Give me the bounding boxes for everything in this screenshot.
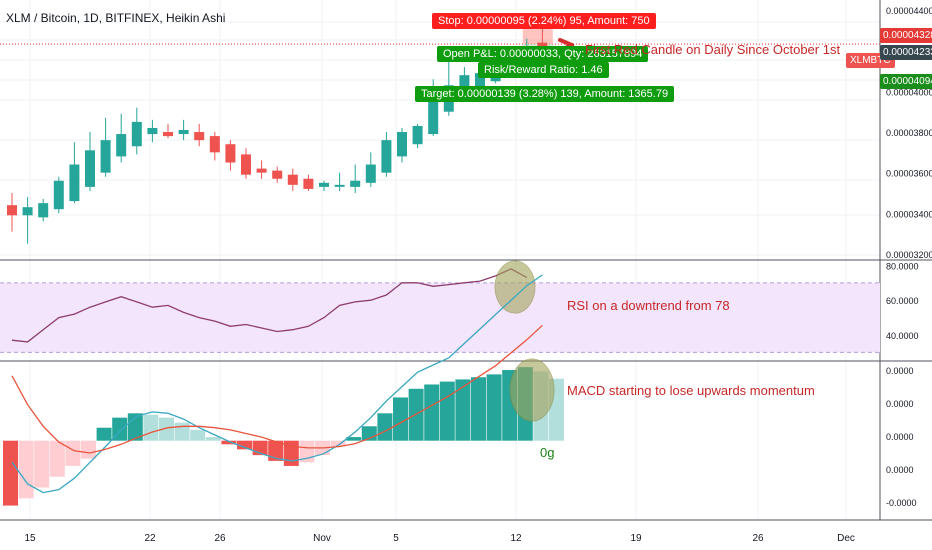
- candle-body: [272, 170, 283, 179]
- time-axis-tick: 26: [214, 533, 226, 544]
- price-axis-tick: 0.00003200: [886, 250, 932, 260]
- candle-body: [209, 136, 220, 153]
- candle-body: [225, 144, 236, 163]
- macd-histogram-bar: [174, 422, 190, 441]
- macd-histogram-bar: [439, 381, 455, 441]
- candle-body: [350, 180, 361, 187]
- macd-histogram-bar: [18, 440, 34, 499]
- stop-tag: Stop: 0.00000095 (2.24%) 95, Amount: 750: [432, 13, 656, 29]
- stop-price-tag: 0.00004328: [880, 28, 932, 43]
- macd-stub-label: 0g: [540, 445, 555, 460]
- candle-body: [53, 180, 64, 210]
- candle-body: [38, 203, 49, 218]
- macd-histogram-bar: [268, 440, 284, 461]
- macd-annotation: MACD starting to lose upwards momentum: [567, 383, 815, 398]
- candle-body: [256, 168, 267, 173]
- price-axis-tick: 0.00003800: [886, 128, 932, 138]
- price-axis-tick: 0.00004000: [886, 87, 932, 97]
- candle-body: [116, 134, 127, 157]
- macd-histogram-bar: [96, 427, 112, 441]
- candle-body: [475, 73, 485, 88]
- chart-title: XLM / Bitcoin, 1D, BITFINEX, Heikin Ashi: [6, 11, 226, 25]
- time-axis-tick: 12: [510, 533, 522, 544]
- stop-zone: [522, 24, 553, 45]
- macd-histogram-bar: [393, 397, 408, 441]
- target-tag: Target: 0.00000139 (3.28%) 139, Amount: …: [415, 86, 675, 102]
- signal-line: [11, 324, 543, 454]
- candle-body: [178, 130, 189, 135]
- candle-body: [334, 184, 345, 187]
- macd-histogram-bar: [34, 440, 50, 488]
- candle-body: [287, 174, 298, 185]
- macd-line: [11, 274, 543, 494]
- candle-annotation: First Red Candle on Daily Since October …: [585, 42, 841, 57]
- candle-body: [69, 164, 80, 202]
- rr-tag: Risk/Reward Ratio: 1.46: [478, 62, 609, 78]
- time-axis-tick: Nov: [313, 533, 331, 544]
- time-axis-tick: 5: [393, 533, 399, 544]
- candle-body: [194, 132, 205, 141]
- current-price-tag: 0.00004233: [880, 45, 932, 60]
- macd-histogram-bar: [65, 440, 81, 466]
- candle-body: [397, 132, 407, 157]
- macd-histogram-bar: [346, 437, 362, 441]
- price-axis-tick: 0.00003400: [886, 209, 932, 219]
- rsi-highlight: [494, 260, 536, 314]
- macd-histogram-bar: [205, 437, 221, 441]
- candle-body: [319, 182, 329, 187]
- macd-histogram-bar: [486, 374, 502, 441]
- rsi-annotation: RSI on a downtrend from 78: [567, 298, 730, 313]
- rsi-band: [0, 282, 880, 353]
- macd-histogram-bar: [377, 413, 393, 441]
- candle-body: [147, 127, 158, 135]
- macd-histogram-bar: [471, 377, 486, 441]
- candle-body: [85, 150, 95, 187]
- rsi-axis-tick: 80.0000: [886, 261, 919, 271]
- macd-highlight: [509, 358, 555, 422]
- time-axis-tick: Dec: [837, 533, 855, 544]
- macd-histogram-bar: [424, 384, 440, 441]
- macd-histogram-bar: [143, 414, 159, 441]
- macd-histogram-bar: [190, 429, 206, 441]
- time-axis-tick: 19: [630, 533, 642, 544]
- macd-histogram-bar: [3, 440, 18, 506]
- price-axis-tick: 0.00003600: [886, 169, 932, 179]
- candle-body: [163, 132, 173, 137]
- candle-body: [22, 207, 33, 216]
- candle-body: [428, 87, 439, 135]
- candle-body: [365, 164, 376, 183]
- macd-axis-tick: 0.0000: [886, 465, 914, 475]
- candle-body: [381, 140, 392, 173]
- macd-histogram-bar: [237, 440, 252, 450]
- macd-axis-tick: 0.0000: [886, 432, 914, 442]
- macd-histogram-bar: [159, 417, 174, 441]
- macd-histogram-bar: [330, 440, 346, 447]
- time-axis-tick: 15: [24, 533, 36, 544]
- time-axis-tick: 26: [752, 533, 764, 544]
- macd-histogram-bar: [81, 440, 96, 459]
- pnl-tag: Open P&L: 0.00000033, Qty: 263157894: [437, 46, 649, 62]
- candle-body: [412, 125, 423, 145]
- macd-axis-tick: -0.0000: [886, 498, 917, 508]
- macd-axis-tick: 0.0000: [886, 399, 914, 409]
- macd-histogram-bar: [455, 379, 471, 441]
- macd-histogram-bar: [221, 440, 237, 445]
- time-axis-tick: 22: [144, 533, 156, 544]
- candle-body: [241, 154, 251, 175]
- candle-body: [100, 140, 111, 173]
- candle-body: [303, 178, 314, 189]
- rsi-line: [11, 268, 528, 343]
- rsi-axis-tick: 40.0000: [886, 331, 919, 341]
- macd-axis-tick: 0.0000: [886, 366, 914, 376]
- candle-body: [7, 205, 17, 216]
- macd-histogram-bar: [49, 440, 65, 477]
- price-axis-tick: 0.00004400: [886, 6, 932, 16]
- target-price-tag: 0.00004094: [880, 74, 932, 89]
- rsi-axis-tick: 60.0000: [886, 296, 919, 306]
- candle-body: [131, 121, 142, 147]
